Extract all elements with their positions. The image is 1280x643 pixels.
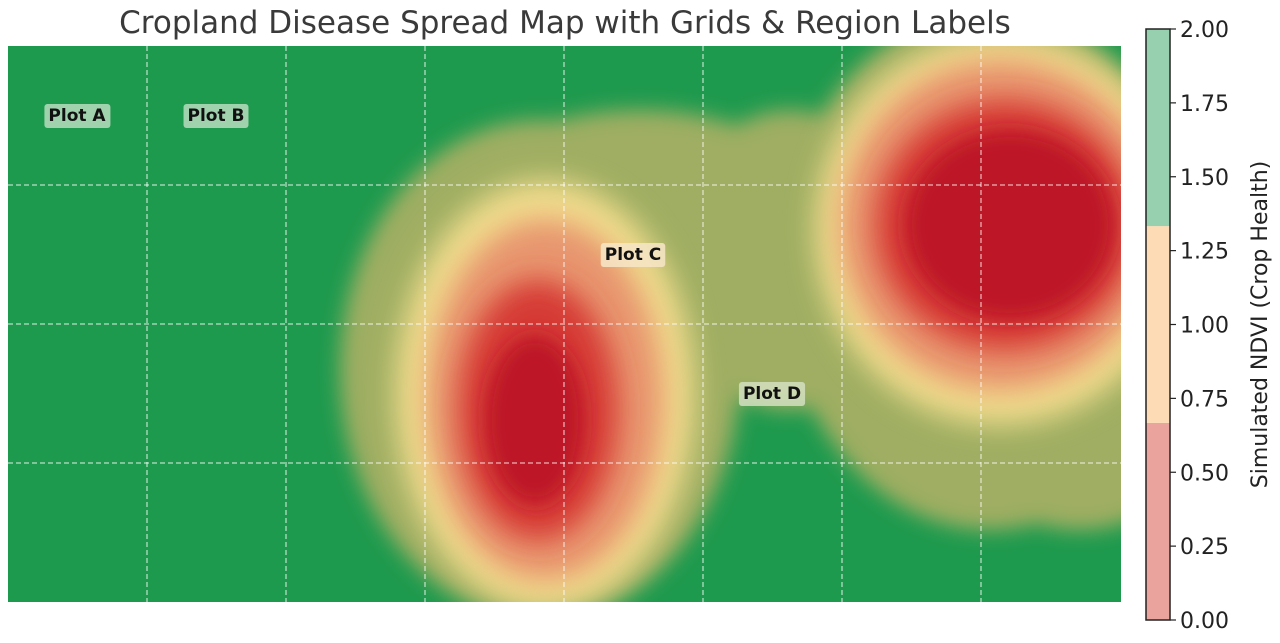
colorbar-label: Simulated NDVI (Crop Health) (1248, 161, 1273, 488)
colorbar: 0.00 0.25 0.50 0.75 1.00 1.25 1.50 1.75 2.00 Simu… (1145, 18, 1273, 634)
colorbar-tick-label: 2.00 (1180, 18, 1229, 43)
region-label-text: Plot C (605, 245, 662, 265)
region-label-box (44, 104, 111, 128)
colorbar-band-2 (1146, 29, 1170, 227)
region-labels: Plot A Plot B Plot C Plot D (44, 104, 806, 406)
region-label-plot-a: Plot A (44, 104, 111, 128)
colorbar-band-1 (1146, 226, 1170, 423)
region-label-box (183, 104, 249, 128)
grid-lines (8, 46, 1121, 602)
region-label-plot-d: Plot D (738, 382, 806, 406)
region-label-text: Plot A (48, 106, 106, 126)
region-label-box (738, 382, 806, 406)
heatmap (8, 46, 1121, 602)
colorbar-tick-label: 1.25 (1180, 240, 1229, 265)
region-label-plot-c: Plot C (600, 243, 666, 267)
colorbar-tick-label: 1.00 (1180, 314, 1229, 339)
chart-title: Cropland Disease Spread Map with Grids &… (119, 5, 1011, 41)
colorbar-tick-label: 0.00 (1180, 609, 1229, 634)
region-label-text: Plot B (188, 106, 245, 126)
region-label-box (600, 243, 666, 267)
colorbar-tick-label: 0.25 (1180, 535, 1229, 560)
colorbar-band-0 (1146, 422, 1170, 620)
colorbar-tick-label: 1.50 (1180, 166, 1229, 191)
region-label-text: Plot D (743, 384, 801, 404)
colorbar-tick-label: 0.50 (1180, 461, 1229, 486)
colorbar-tick-label: 1.75 (1180, 92, 1229, 117)
colorbar-tick-label: 0.75 (1180, 387, 1229, 412)
region-label-plot-b: Plot B (183, 104, 249, 128)
